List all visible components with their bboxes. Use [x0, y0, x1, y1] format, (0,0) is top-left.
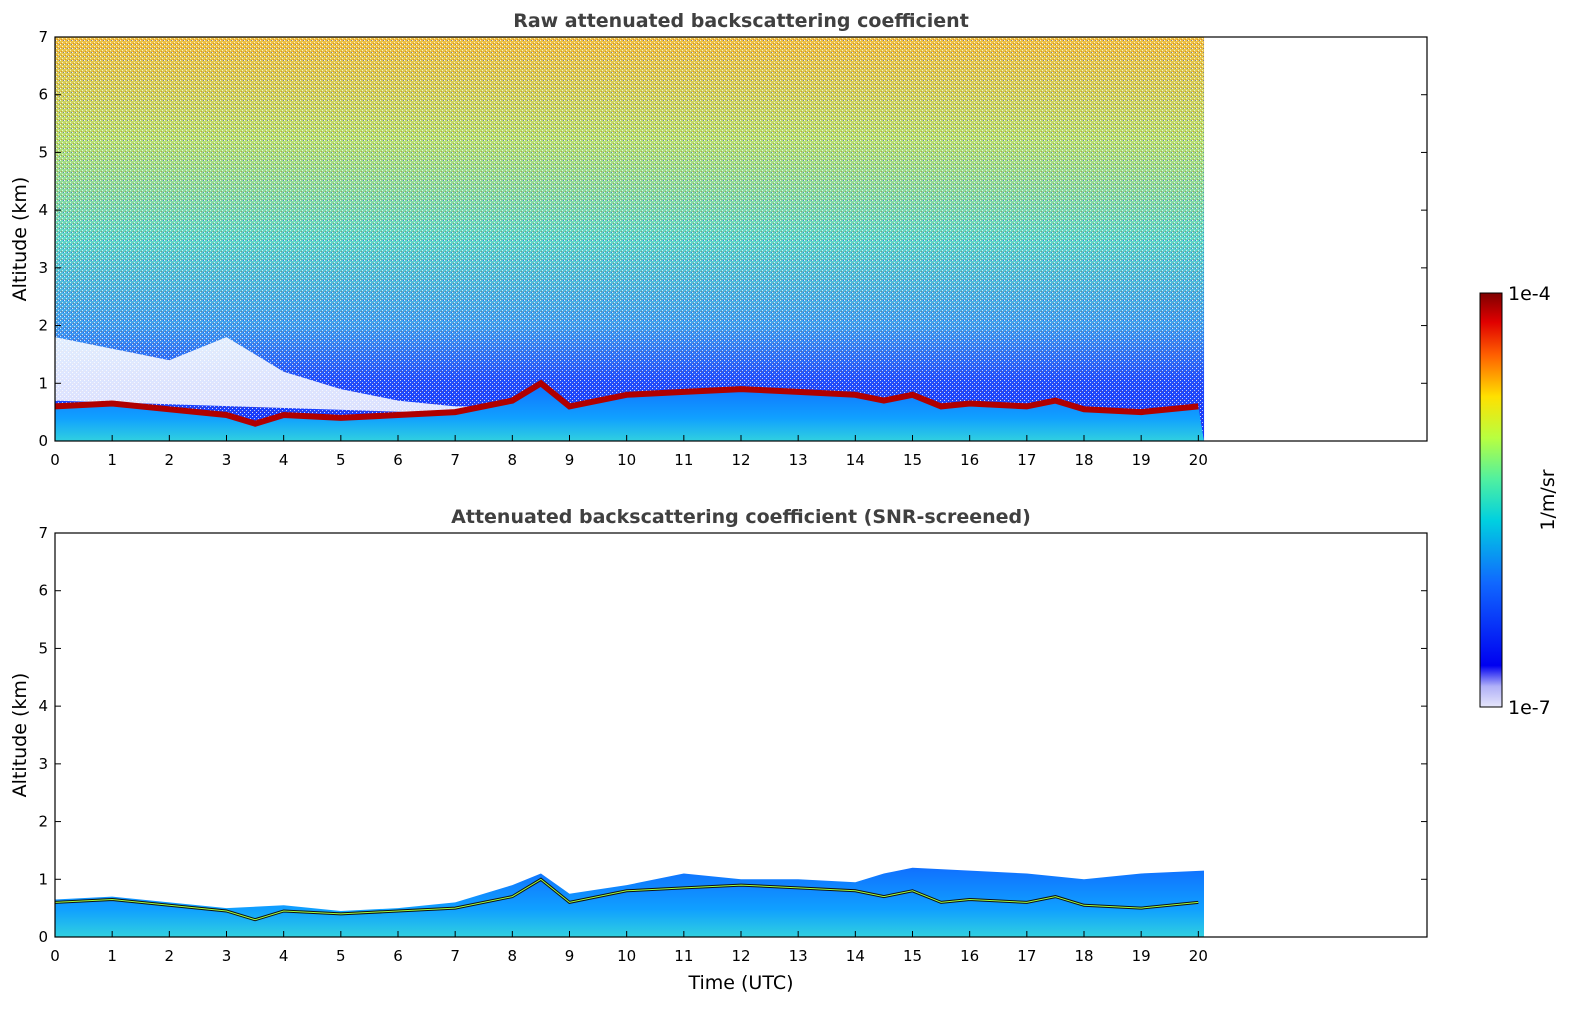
- x-tick-label: 20: [1189, 451, 1208, 469]
- colorbar-max-label: 1e-4: [1508, 283, 1551, 305]
- x-tick-label: 18: [1074, 451, 1093, 469]
- x-tick-label: 14: [846, 451, 865, 469]
- x-tick-label: 0: [50, 451, 60, 469]
- y-tick-label: 4: [38, 697, 48, 715]
- y-tick-label: 7: [38, 28, 48, 46]
- x-tick-label: 4: [279, 451, 289, 469]
- colorbar-label: 1/m/sr: [1537, 469, 1559, 530]
- x-tick-label: 6: [393, 947, 403, 965]
- x-tick-label: 5: [336, 451, 346, 469]
- x-tick-label: 1: [107, 451, 117, 469]
- raw-backscatter-panel: Raw attenuated backscattering coefficien…: [9, 10, 1428, 469]
- y-tick-label: 4: [38, 201, 48, 219]
- y-tick-label: 7: [38, 524, 48, 542]
- y-tick-label: 0: [38, 928, 48, 946]
- screened-backscatter-panel: Attenuated backscattering coefficient (S…: [9, 506, 1428, 994]
- y-tick-label: 2: [38, 813, 48, 831]
- raw-panel-title: Raw attenuated backscattering coefficien…: [513, 10, 969, 32]
- x-tick-label: 16: [960, 451, 979, 469]
- colorbar: 1e-4 1e-7 1/m/sr: [1479, 283, 1559, 719]
- raw-heatmap: [55, 37, 1205, 441]
- x-tick-label: 14: [846, 947, 865, 965]
- y-tick-label: 0: [38, 432, 48, 450]
- x-tick-label: 6: [393, 451, 403, 469]
- x-tick-label: 9: [565, 947, 575, 965]
- x-tick-label: 12: [731, 451, 750, 469]
- x-tick-label: 8: [508, 947, 518, 965]
- x-tick-label: 11: [674, 947, 693, 965]
- y-tick-label: 6: [38, 86, 48, 104]
- raw-layer-top: [55, 379, 1199, 427]
- raw-low-signal-region: [55, 337, 501, 415]
- screened-panel-title: Attenuated backscattering coefficient (S…: [451, 506, 1031, 528]
- x-tick-label: 19: [1132, 947, 1151, 965]
- colorbar-min-label: 1e-7: [1508, 697, 1551, 719]
- x-tick-label: 19: [1132, 451, 1151, 469]
- x-tick-label: 7: [450, 451, 460, 469]
- x-tick-label: 8: [508, 451, 518, 469]
- x-tick-label: 15: [903, 451, 922, 469]
- x-tick-label: 2: [165, 947, 175, 965]
- y-tick-label: 2: [38, 317, 48, 335]
- x-tick-label: 3: [222, 947, 232, 965]
- x-tick-label: 10: [617, 451, 636, 469]
- y-tick-label: 3: [38, 755, 48, 773]
- screened-heatmap: [55, 867, 1204, 937]
- x-tick-label: 18: [1074, 947, 1093, 965]
- y-tick-label: 1: [38, 870, 48, 888]
- x-tick-label: 5: [336, 947, 346, 965]
- screened-layer-top-highlight: [55, 878, 1199, 921]
- x-tick-label: 17: [1017, 451, 1036, 469]
- y-tick-label: 5: [38, 143, 48, 161]
- x-tick-label: 11: [674, 451, 693, 469]
- screened-boundary-layer: [55, 867, 1204, 937]
- x-tick-label: 3: [222, 451, 232, 469]
- x-tick-label: 17: [1017, 947, 1036, 965]
- x-tick-label: 16: [960, 947, 979, 965]
- x-axis-label: Time (UTC): [687, 972, 793, 994]
- x-tick-label: 0: [50, 947, 60, 965]
- y-tick-label: 1: [38, 374, 48, 392]
- screened-y-axis-label: Altitude (km): [9, 673, 31, 798]
- colorbar-gradient: [1479, 292, 1503, 708]
- x-tick-label: 13: [789, 451, 808, 469]
- x-tick-label: 7: [450, 947, 460, 965]
- screened-plot-frame: [54, 532, 1428, 938]
- raw-y-axis-label: Altitude (km): [9, 177, 31, 302]
- x-tick-label: 12: [731, 947, 750, 965]
- x-tick-label: 9: [565, 451, 575, 469]
- x-tick-label: 10: [617, 947, 636, 965]
- x-tick-label: 2: [165, 451, 175, 469]
- y-tick-label: 5: [38, 639, 48, 657]
- x-tick-label: 4: [279, 947, 289, 965]
- x-tick-label: 15: [903, 947, 922, 965]
- y-tick-label: 3: [38, 259, 48, 277]
- x-tick-label: 20: [1189, 947, 1208, 965]
- y-tick-label: 6: [38, 582, 48, 600]
- x-tick-label: 13: [789, 947, 808, 965]
- x-tick-label: 1: [107, 947, 117, 965]
